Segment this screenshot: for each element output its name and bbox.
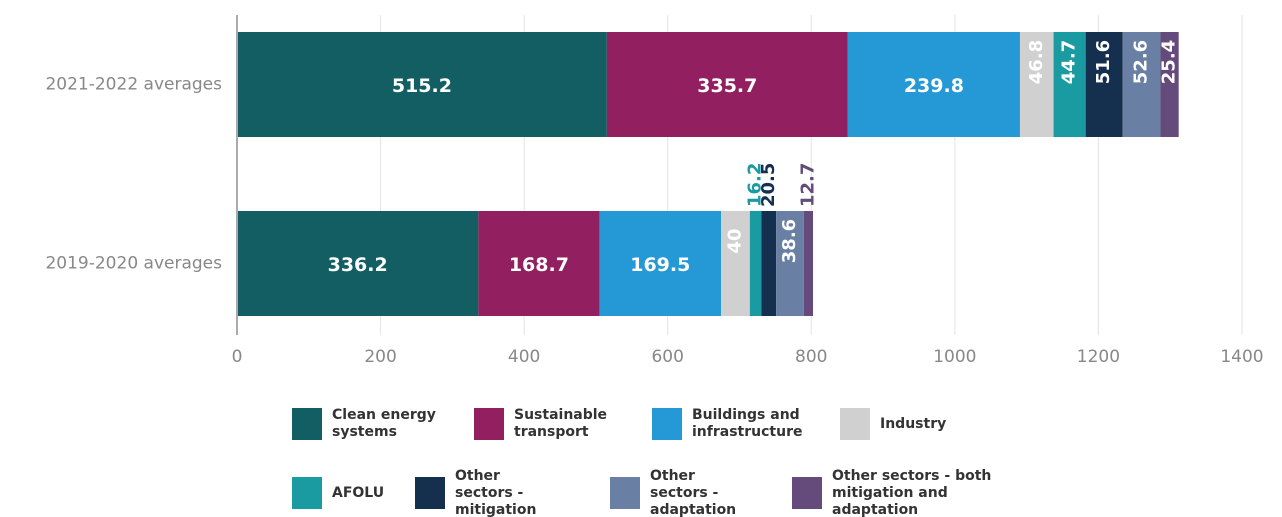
y-tick-label: 2021-2022 averages bbox=[45, 75, 222, 95]
bar-segment bbox=[237, 32, 607, 137]
bar-segment bbox=[1053, 32, 1086, 137]
bar-segment bbox=[478, 211, 600, 316]
legend-swatch bbox=[610, 477, 640, 509]
legend-swatch bbox=[415, 477, 445, 509]
y-tick-label: 2019-2020 averages bbox=[45, 254, 222, 274]
bar-segment bbox=[721, 211, 750, 316]
data-label: 40 bbox=[724, 228, 745, 253]
legend-item: Sustainable transport bbox=[474, 407, 624, 440]
legend-label: AFOLU bbox=[332, 484, 385, 501]
data-label: 20.5 bbox=[758, 163, 779, 207]
legend-item: Industry bbox=[840, 408, 960, 440]
legend-label: Industry bbox=[880, 415, 947, 432]
bar-segment bbox=[1019, 32, 1054, 137]
bar-segment bbox=[776, 211, 804, 316]
legend-item: Other sectors - both mitigation and adap… bbox=[792, 468, 1002, 517]
x-tick-label: 200 bbox=[364, 347, 396, 367]
data-label: 335.7 bbox=[697, 75, 757, 97]
bar-segment bbox=[1085, 32, 1123, 137]
data-label: 336.2 bbox=[328, 254, 388, 276]
bar-segment bbox=[847, 32, 1020, 137]
data-label: 239.8 bbox=[904, 75, 964, 97]
data-label: 12.7 bbox=[797, 163, 818, 207]
bar-segment bbox=[606, 32, 848, 137]
bar-segment bbox=[1122, 32, 1161, 137]
bar-segment bbox=[237, 211, 479, 316]
bar-segment bbox=[599, 211, 722, 316]
legend-item: Other sectors - mitigation bbox=[415, 468, 545, 517]
legend-swatch bbox=[292, 408, 322, 440]
data-label: 515.2 bbox=[392, 75, 452, 97]
legend-label: Other sectors - both mitigation and adap… bbox=[832, 467, 992, 517]
legend-item: Clean energy systems bbox=[292, 407, 442, 440]
legend-label: Sustainable transport bbox=[514, 407, 608, 440]
x-tick-label: 1200 bbox=[1077, 347, 1120, 367]
legend-swatch bbox=[840, 408, 870, 440]
bar-segment bbox=[749, 211, 762, 316]
legend-item: AFOLU bbox=[292, 477, 385, 509]
bar-segment bbox=[1160, 32, 1179, 137]
legend-label: Other sectors - mitigation bbox=[455, 467, 537, 517]
data-label: 46.8 bbox=[1026, 40, 1047, 84]
data-label: 51.6 bbox=[1093, 40, 1114, 84]
bar-segment bbox=[761, 211, 777, 316]
x-tick-label: 1400 bbox=[1220, 347, 1263, 367]
x-tick-label: 800 bbox=[795, 347, 827, 367]
data-label: 168.7 bbox=[509, 254, 569, 276]
legend-swatch bbox=[292, 477, 322, 509]
x-tick-label: 600 bbox=[651, 347, 683, 367]
x-tick-label: 0 bbox=[232, 347, 243, 367]
legend-item: Other sectors - adaptation bbox=[610, 468, 750, 517]
data-label: 169.5 bbox=[630, 254, 690, 276]
legend-label: Clean energy systems bbox=[332, 407, 436, 440]
legend-label: Buildings and infrastructure bbox=[692, 407, 803, 440]
data-label: 25.4 bbox=[1159, 40, 1180, 84]
data-label: 44.7 bbox=[1059, 40, 1080, 84]
x-tick-label: 400 bbox=[508, 347, 540, 367]
legend-swatch bbox=[652, 408, 682, 440]
legend-label: Other sectors - adaptation bbox=[650, 467, 737, 517]
data-label: 38.6 bbox=[779, 219, 800, 263]
legend-swatch bbox=[792, 477, 822, 509]
bar-segment bbox=[803, 211, 814, 316]
x-tick-label: 1000 bbox=[933, 347, 976, 367]
legend-item: Buildings and infrastructure bbox=[652, 407, 812, 440]
data-label: 16.2 bbox=[745, 163, 766, 207]
data-label: 52.6 bbox=[1131, 40, 1152, 84]
legend-swatch bbox=[474, 408, 504, 440]
